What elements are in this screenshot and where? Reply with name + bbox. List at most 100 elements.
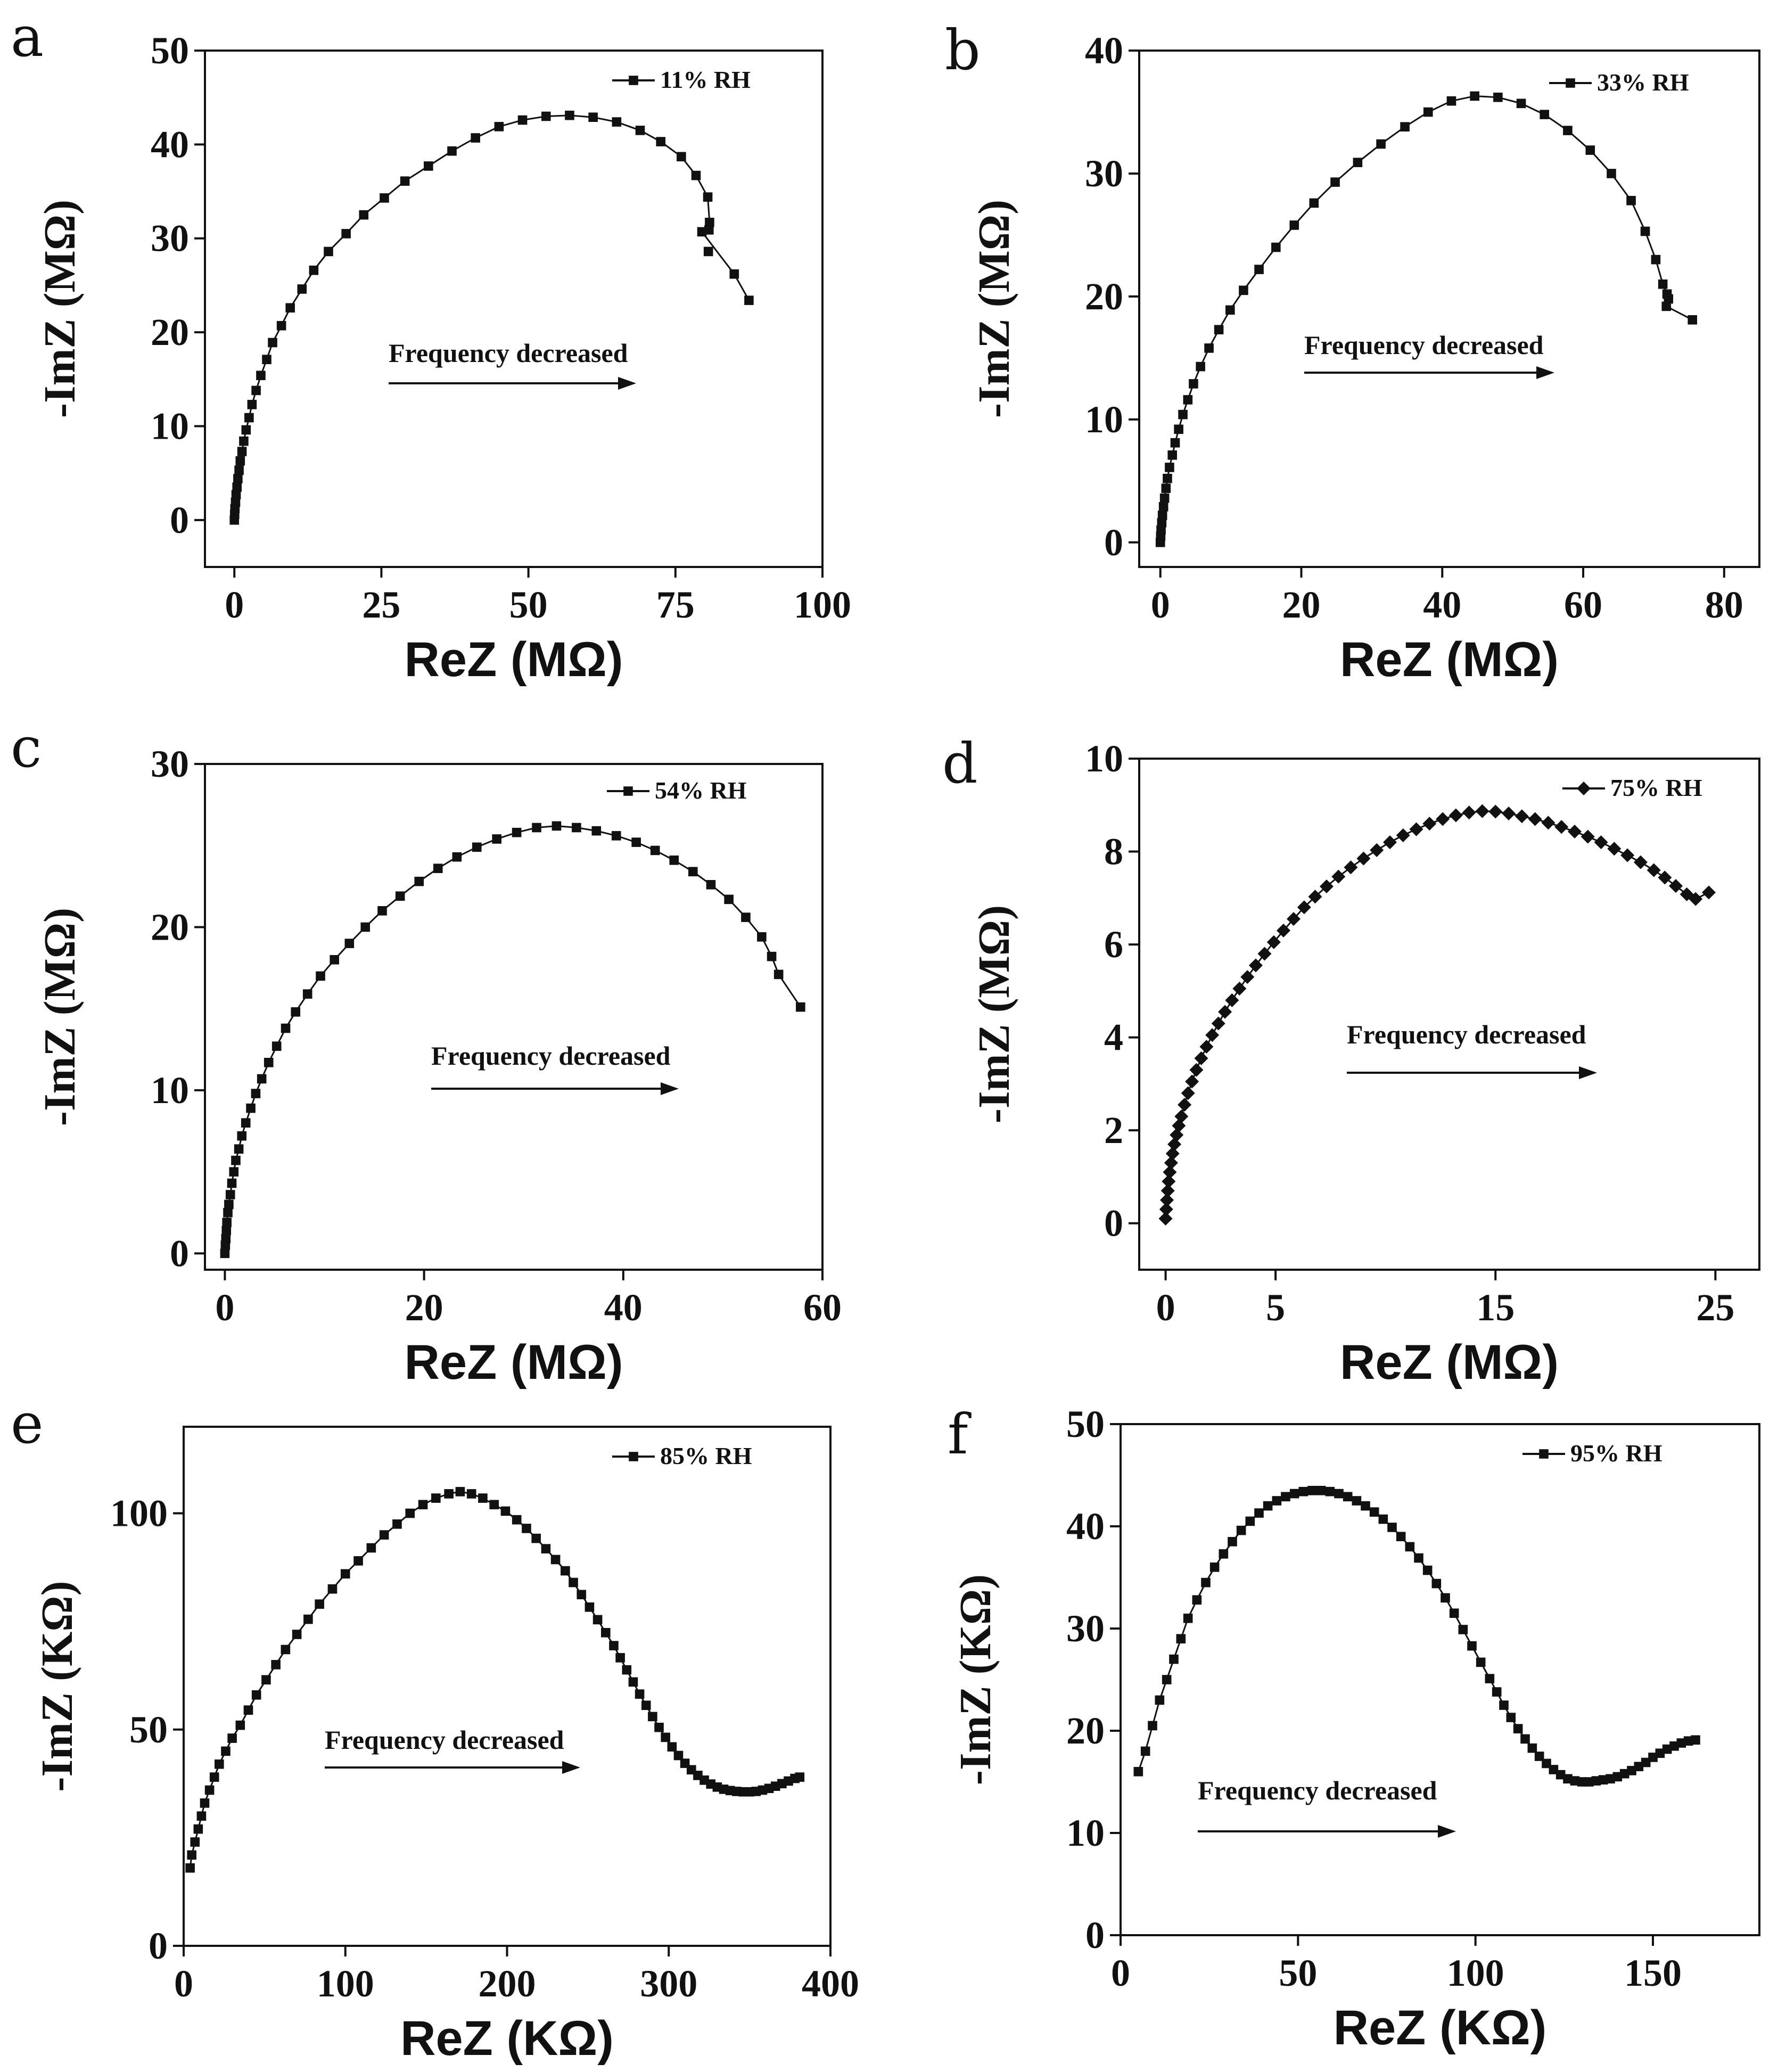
data-point xyxy=(1163,473,1172,483)
x-tick-label: 25 xyxy=(362,583,400,626)
data-point xyxy=(612,117,622,127)
data-point xyxy=(1194,1051,1208,1065)
data-point xyxy=(231,497,241,507)
data-point xyxy=(565,110,574,120)
panel-a: a 0 25 50 75 100 0 10 20 30 40 50 ReZ (MΩ) -ImZ (MΩ) 1… xyxy=(11,4,851,687)
data-point xyxy=(215,1759,224,1769)
data-point xyxy=(1298,1486,1308,1497)
x-tick-label: 0 xyxy=(1111,1952,1130,1994)
data-point xyxy=(237,447,247,456)
data-point xyxy=(697,227,707,237)
data-point xyxy=(622,1665,632,1675)
data-point xyxy=(185,1863,195,1873)
y-axis-title: -ImZ (KΩ) xyxy=(951,1574,1000,1785)
data-point xyxy=(1506,1713,1516,1722)
data-point xyxy=(1436,812,1450,826)
legend-label: 75% RH xyxy=(1610,774,1702,801)
data-point xyxy=(1156,525,1166,535)
y-tick-label: 4 xyxy=(1104,1016,1123,1059)
data-point xyxy=(222,1218,232,1227)
data-point xyxy=(1344,860,1358,875)
data-point xyxy=(1254,1508,1264,1518)
x-tick-label: 15 xyxy=(1476,1286,1515,1329)
data-point xyxy=(1183,1614,1193,1623)
data-point xyxy=(1584,1777,1594,1787)
data-point xyxy=(552,821,562,831)
data-point xyxy=(1669,1741,1679,1751)
y-tick-label: 0 xyxy=(170,1232,189,1275)
data-point xyxy=(1598,1775,1608,1785)
y-tick-label: 20 xyxy=(1085,275,1123,318)
data-point xyxy=(257,1074,267,1084)
data-point xyxy=(1475,804,1489,818)
legend-marker xyxy=(623,786,633,796)
data-point xyxy=(452,852,462,862)
y-tick-label: 20 xyxy=(151,906,189,948)
data-point xyxy=(588,112,598,122)
data-point xyxy=(353,1556,363,1566)
data-point xyxy=(1176,1634,1186,1643)
data-point xyxy=(1449,1608,1459,1618)
data-point xyxy=(247,400,257,409)
data-point xyxy=(1178,409,1188,420)
data-point xyxy=(1307,1486,1317,1495)
data-point xyxy=(444,1489,454,1499)
data-point xyxy=(285,303,295,313)
data-point xyxy=(541,1544,551,1553)
data-point xyxy=(231,490,241,499)
annotation-text: Frequency decreased xyxy=(389,338,628,368)
data-point xyxy=(1627,1766,1636,1775)
data-point xyxy=(309,265,319,275)
data-point xyxy=(1240,970,1255,984)
data-point xyxy=(220,1248,230,1259)
legend-marker xyxy=(1539,1449,1549,1459)
data-point xyxy=(577,1590,587,1600)
data-point xyxy=(1647,863,1661,877)
data-point xyxy=(1405,1542,1415,1552)
data-point xyxy=(1581,829,1595,844)
data-point xyxy=(1396,828,1410,842)
y-tick-label: 100 xyxy=(110,1492,168,1535)
panel-b: b 0 20 40 60 80 0 10 20 30 40 ReZ (MΩ) -ImZ (MΩ) 33% … xyxy=(945,18,1760,687)
data-point xyxy=(654,1722,664,1732)
data-point xyxy=(243,1705,253,1715)
panel-letter-a: a xyxy=(11,4,44,69)
data-point xyxy=(703,246,713,257)
data-point xyxy=(1534,1752,1544,1761)
data-point xyxy=(1555,1770,1566,1780)
data-point xyxy=(1542,1758,1551,1769)
data-point xyxy=(1218,1005,1232,1019)
y-tick-label: 0 xyxy=(170,499,189,541)
data-point xyxy=(1309,198,1319,208)
data-point xyxy=(366,1543,376,1553)
data-point xyxy=(706,879,716,890)
data-point xyxy=(1414,1553,1423,1563)
data-point xyxy=(492,834,501,844)
data-point xyxy=(669,856,679,865)
data-point xyxy=(600,1627,611,1638)
data-point xyxy=(1528,812,1542,826)
data-point xyxy=(1651,254,1661,265)
y-tick-label: 0 xyxy=(1104,521,1123,564)
data-point xyxy=(1157,511,1167,520)
data-point xyxy=(561,1566,570,1576)
data-point xyxy=(1541,816,1555,830)
data-point xyxy=(190,1837,200,1847)
data-point xyxy=(1577,1777,1587,1787)
data-point xyxy=(1178,1098,1192,1112)
data-point xyxy=(276,320,286,331)
y-tick-label: 30 xyxy=(151,743,189,785)
annotation-text: Frequency decreased xyxy=(1198,1775,1437,1805)
panel-letter-d: d xyxy=(942,731,978,796)
data-point xyxy=(1161,483,1171,493)
data-point xyxy=(1167,450,1178,460)
data-point xyxy=(1470,91,1479,101)
data-point xyxy=(1688,315,1698,325)
x-tick-label: 0 xyxy=(1156,1286,1175,1329)
y-tick-label: 30 xyxy=(151,217,189,260)
annotation-text: Frequency decreased xyxy=(1304,330,1544,360)
data-point xyxy=(1162,1675,1172,1684)
data-point xyxy=(380,193,389,203)
data-point xyxy=(489,1500,499,1510)
